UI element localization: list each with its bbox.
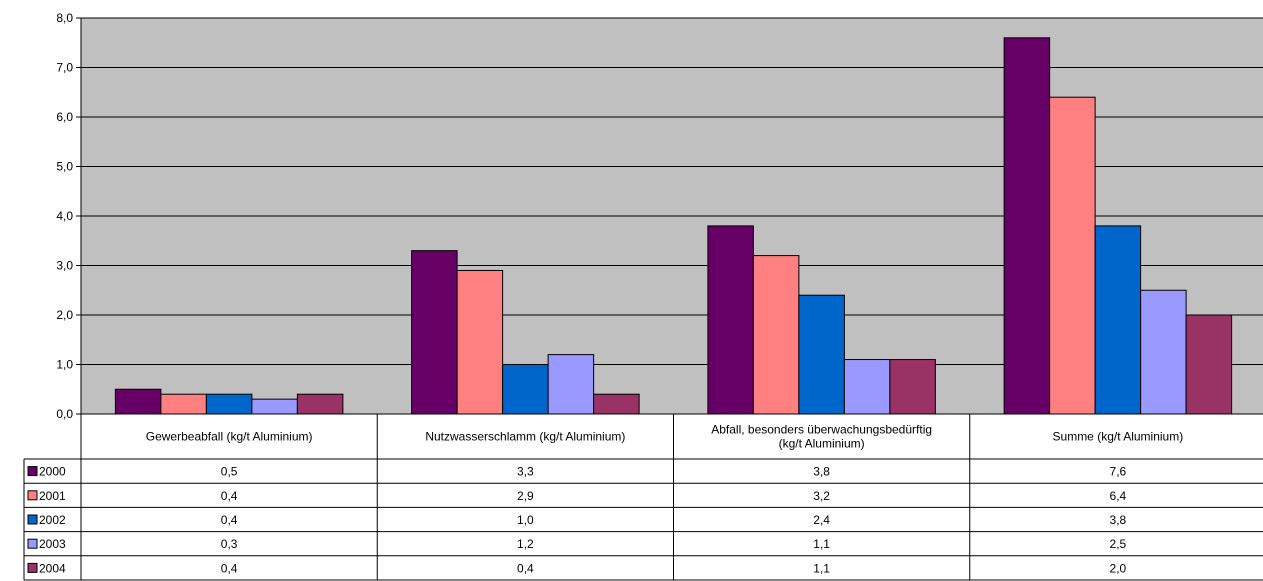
legend-key-2004 <box>27 562 38 573</box>
category-label: Summe (kg/t Aluminium) <box>1053 430 1184 444</box>
table-value: 0,4 <box>517 561 534 575</box>
bar-2004-2 <box>889 359 936 415</box>
bar-2000-1 <box>411 250 458 415</box>
table-value: 2,5 <box>1110 537 1127 551</box>
table-value: 0,3 <box>221 537 238 551</box>
bar-2001-2 <box>752 255 800 415</box>
y-tick-label: 2,0 <box>56 308 73 322</box>
y-tick-label: 0,0 <box>56 407 73 421</box>
legend-key-2000 <box>27 466 38 477</box>
y-tick-label: 3,0 <box>56 259 73 273</box>
legend-key-2003 <box>27 538 38 549</box>
table-value: 0,4 <box>221 489 238 503</box>
bar-2003-2 <box>843 359 891 415</box>
bar-2003-1 <box>547 354 595 415</box>
legend-key-2001 <box>27 490 38 501</box>
table-value: 1,2 <box>517 537 534 551</box>
bar-2000-2 <box>707 225 754 415</box>
table-value: 1,1 <box>813 537 830 551</box>
bar-2003-3 <box>1140 289 1187 415</box>
bar-2002-0 <box>205 393 253 415</box>
y-tick-label: 8,0 <box>56 11 73 25</box>
table-value: 3,2 <box>813 489 830 503</box>
table-value: 6,4 <box>1110 489 1127 503</box>
y-tick-label: 4,0 <box>56 209 73 223</box>
table-value: 3,3 <box>517 465 534 479</box>
table-value: 2,9 <box>517 489 534 503</box>
legend-label-2001: 2001 <box>39 489 66 503</box>
table-value: 3,8 <box>1110 513 1127 527</box>
table-value: 0,5 <box>221 465 238 479</box>
bar-2001-0 <box>160 393 207 415</box>
category-label: Abfall, besonders überwachungsbedürftig <box>711 423 932 437</box>
y-tick-label: 5,0 <box>56 160 73 174</box>
legend-label-2003: 2003 <box>39 537 66 551</box>
table-value: 2,0 <box>1110 561 1127 575</box>
bar-2004-1 <box>593 393 640 415</box>
legend-key-2002 <box>27 514 38 525</box>
category-label: (kg/t Aluminium) <box>779 437 865 451</box>
legend-label-2002: 2002 <box>39 513 66 527</box>
bar-2004-3 <box>1185 314 1233 415</box>
bar-2000-3 <box>1003 37 1051 415</box>
category-label: Gewerbeabfall (kg/t Aluminium) <box>146 430 313 444</box>
table-value: 1,0 <box>517 513 534 527</box>
table-value: 0,4 <box>221 513 238 527</box>
legend-label-2004: 2004 <box>39 561 66 575</box>
bar-2003-0 <box>251 398 298 415</box>
bar-2002-2 <box>798 294 845 415</box>
y-tick-label: 6,0 <box>56 110 73 124</box>
table-value: 7,6 <box>1110 465 1127 479</box>
bar-2001-3 <box>1049 96 1096 415</box>
y-tick-label: 7,0 <box>56 61 73 75</box>
bar-2001-1 <box>456 269 504 415</box>
bar-2002-1 <box>502 364 549 415</box>
bar-2002-3 <box>1094 225 1142 415</box>
category-label: Nutzwasserschlamm (kg/t Aluminium) <box>425 430 625 444</box>
table-value: 0,4 <box>221 561 238 575</box>
table-value: 3,8 <box>813 465 830 479</box>
bar-2004-0 <box>296 393 344 415</box>
legend-label-2000: 2000 <box>39 465 66 479</box>
table-value: 2,4 <box>813 513 830 527</box>
y-tick-label: 1,0 <box>56 358 73 372</box>
bar-2000-0 <box>114 388 162 415</box>
table-value: 1,1 <box>813 561 830 575</box>
